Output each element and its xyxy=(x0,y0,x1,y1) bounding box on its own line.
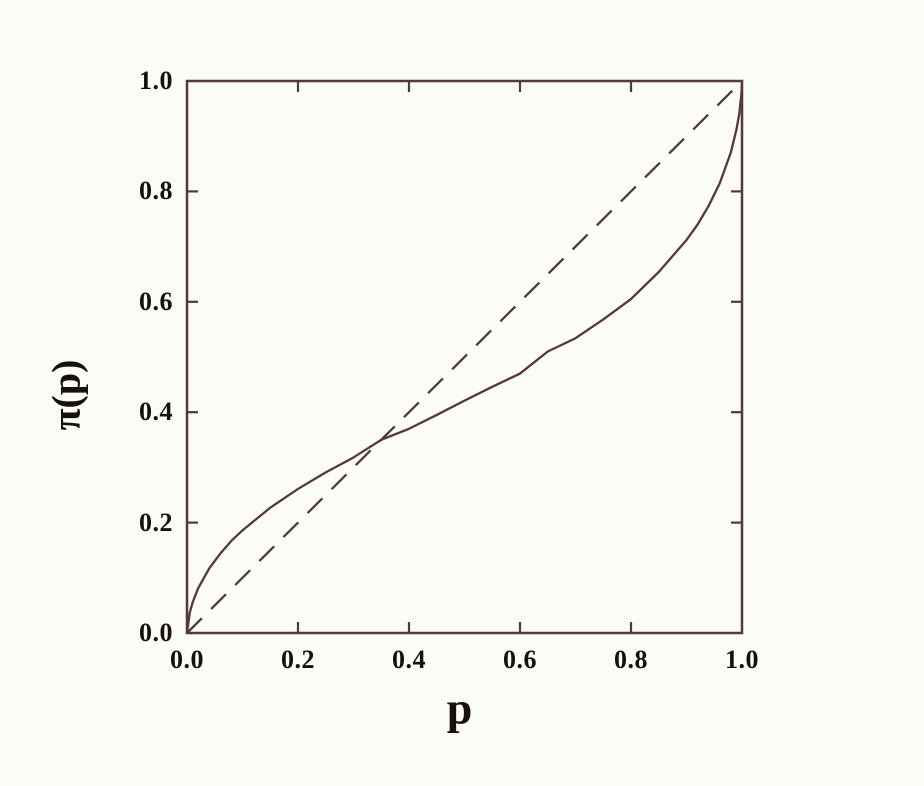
x-tick-label: 0.2 xyxy=(281,645,315,674)
x-tick-label: 0.8 xyxy=(614,645,648,674)
x-tick-label: 0.4 xyxy=(392,645,426,674)
y-tick-label: 0.4 xyxy=(139,397,173,427)
y-tick-label: 0.6 xyxy=(139,286,173,316)
y-tick-label: 1.0 xyxy=(139,66,173,95)
x-tick-label: 0.6 xyxy=(503,645,537,674)
plot-frame xyxy=(185,79,744,635)
x-tick-label: 1.0 xyxy=(725,645,759,674)
x-tick-label: 0.0 xyxy=(170,645,204,674)
y-tick-label: 0.8 xyxy=(139,176,173,206)
y-tick-label: 0.2 xyxy=(139,507,173,537)
x-axis-label: p xyxy=(446,682,473,734)
y-tick-label: 0.0 xyxy=(139,618,173,647)
probability-weighting-function-line xyxy=(185,80,744,634)
y-axis-label: π(p) xyxy=(43,359,89,431)
identity-diagonal-line xyxy=(186,80,743,634)
